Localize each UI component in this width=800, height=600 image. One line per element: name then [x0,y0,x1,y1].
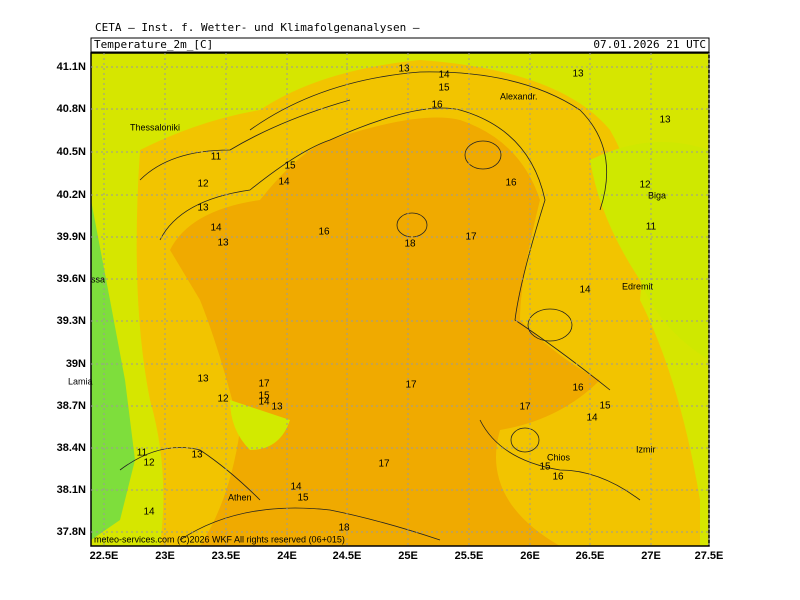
isotherm-label: 13 [197,374,209,385]
lon-label: 26E [520,550,540,562]
place-label: Athen [228,492,252,502]
lon-label: 25E [398,550,418,562]
lat-label: 38.1N [57,484,86,496]
lat-label: 38.4N [57,442,86,454]
isotherm-label: 15 [284,161,296,172]
isotherm-label: 16 [318,227,330,238]
isotherm-label: 16 [431,100,443,111]
isotherms [119,71,641,541]
isotherm-label: 14 [210,223,222,234]
isotherm-label: 18 [404,239,416,250]
place-label: Edremit [622,281,654,291]
isotherm-label: 18 [338,523,350,534]
isotherm-label: 12 [143,458,155,469]
variable: Temperature_2m_[C] [94,38,213,51]
isotherm-label: 14 [438,70,450,81]
isotherm-label: 17 [378,459,390,470]
lat-label: 39.6N [57,273,86,285]
lat-label: 38.7N [57,400,86,412]
lon-label: 22.5E [90,550,119,562]
temperature-field [91,53,709,546]
isotherm-label: 14 [290,482,302,493]
isotherm-label: 14 [579,285,591,296]
isotherm-label: 11 [646,222,657,233]
footer: meteo-services.com (C)2026 WKF All right… [94,534,345,544]
isotherm-label: 13 [572,69,584,80]
lat-label: 41.1N [57,61,86,73]
isotherm-label: 13 [271,402,283,413]
isotherm-label: 16 [572,383,584,394]
isotherm-label: 12 [217,394,229,405]
place-label: Thessaloniki [130,122,180,132]
isotherm-label: 17 [405,380,417,391]
lon-label: 24.5E [333,550,362,562]
isotherm-label: 15 [438,83,450,94]
lon-label: 27E [641,550,661,562]
place-label: Alexandr. [500,91,538,101]
lat-label: 40.8N [57,103,86,115]
isotherm-label: 17 [258,379,270,390]
institute: CETA — Inst. f. Wetter- und Klimafolgena… [95,21,420,34]
place-label: Chios [547,452,571,462]
isotherm-label: 13 [398,64,410,75]
place-label: Lamia [68,376,93,386]
isotherm-label: 14 [278,177,290,188]
isotherm-label: 15 [297,493,309,504]
place-label: Biga [648,190,666,200]
isotherm-label: 17 [519,402,531,413]
isotherm-label: 15 [539,462,551,473]
place-label: Izmir [636,444,656,454]
isotherm-label: 14 [143,507,155,518]
isotherm-label: 15 [599,401,611,412]
isotherm-label: 11 [137,448,148,459]
isotherm-label: 17 [465,232,477,243]
lon-label: 27.5E [695,550,724,562]
isotherm-label: 13 [197,203,209,214]
lat-label: 39N [66,358,86,370]
isotherm-label: 12 [639,180,651,191]
isotherm-label: 13 [659,115,671,126]
isotherm-label: 11 [211,152,222,163]
lat-label: 39.3N [57,315,86,327]
lon-label: 25.5E [455,550,484,562]
isotherm-label: 13 [217,238,229,249]
isotherm-label: 16 [552,472,564,483]
lat-label: 37.8N [57,526,86,538]
lat-label: 40.2N [57,189,86,201]
isotherm-label: 14 [586,413,598,424]
place-label: ssa [91,274,105,284]
isotherm-label: 16 [505,178,517,189]
valid-time: 07.01.2026 21 UTC [593,38,706,51]
lon-label: 24E [277,550,297,562]
isotherm-label: 14 [258,397,270,408]
lat-label: 39.9N [57,231,86,243]
isotherm-label: 15 [258,391,270,402]
lat-label: 40.5N [57,146,86,158]
lon-label: 23.5E [212,550,241,562]
lon-label: 23E [155,550,175,562]
isotherm-label: 13 [191,450,203,461]
lon-label: 26.5E [576,550,605,562]
title-box [90,37,710,53]
isotherm-label: 12 [197,179,209,190]
